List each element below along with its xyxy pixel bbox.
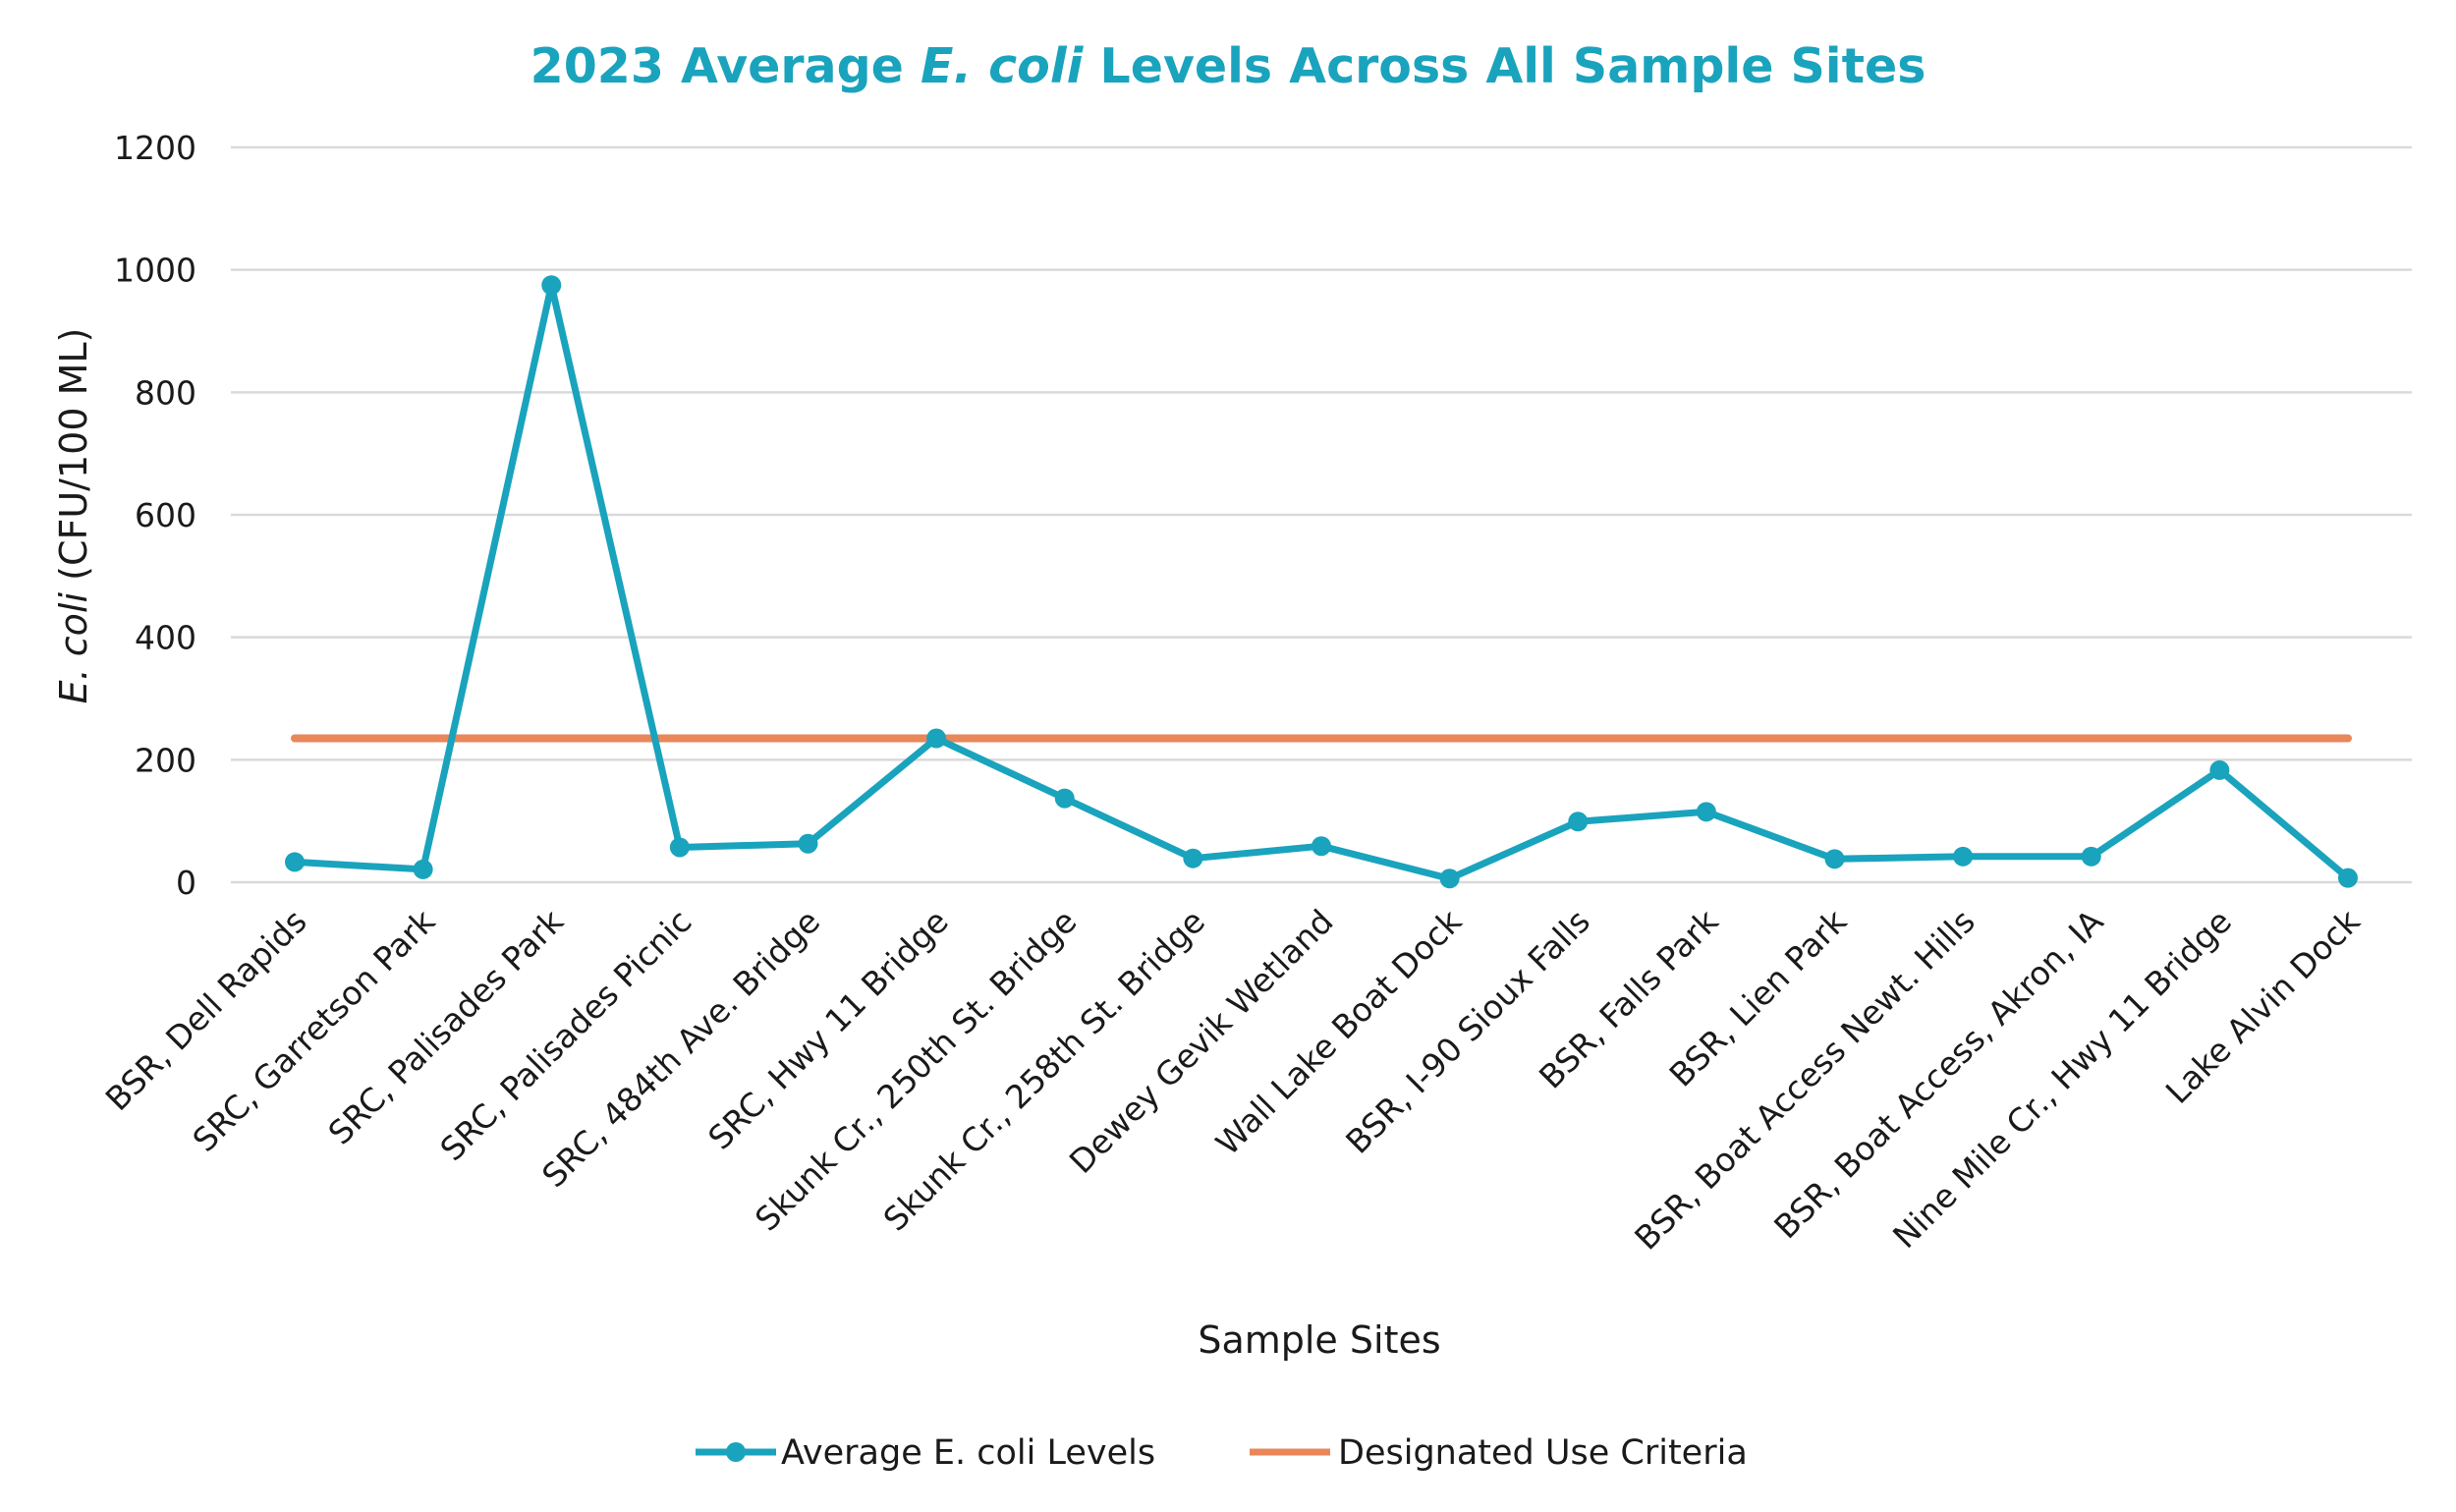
y-tick-label: 600	[135, 496, 196, 534]
data-point	[541, 275, 562, 296]
x-tick-label: BSR, I-90 Sioux Falls	[1338, 902, 1597, 1161]
data-point	[669, 837, 690, 858]
data-point	[285, 852, 305, 872]
data-point	[798, 833, 818, 854]
data-point	[413, 859, 433, 879]
chart-title: 2023 Average E. coli Levels Across All S…	[530, 38, 1926, 94]
y-tick-label: 1000	[114, 252, 196, 290]
data-point	[1054, 788, 1075, 809]
x-tick-label: SRC, Palisades Park	[320, 901, 571, 1151]
data-point	[2081, 846, 2101, 867]
y-tick-label: 800	[135, 373, 196, 412]
x-tick-label: Wall Lake Boat Dock	[1208, 901, 1470, 1162]
series	[285, 275, 2358, 889]
y-tick-label: 200	[135, 741, 196, 779]
data-point	[2209, 759, 2230, 780]
gridlines	[231, 145, 2412, 884]
y-axis-ticks: 0 200 400 600 800 1000 1200	[114, 129, 196, 902]
data-point	[1824, 849, 1845, 869]
x-tick-label: Dewey Gevik Wetland	[1062, 902, 1341, 1181]
data-point	[2338, 868, 2358, 888]
data-point	[1312, 836, 1331, 857]
series-line	[291, 281, 2352, 882]
legend-label: Designated Use Criteria	[1338, 1433, 1748, 1473]
data-point	[926, 728, 947, 749]
y-tick-label: 400	[135, 619, 196, 657]
data-point	[1568, 812, 1589, 832]
legend: Average E. coli Levels Designated Use Cri…	[696, 1433, 1748, 1473]
x-tick-label: SRC, Garretson Park	[185, 901, 442, 1158]
y-tick-label: 0	[176, 864, 196, 902]
y-tick-label: 1200	[114, 129, 196, 167]
data-point	[1439, 868, 1460, 889]
y-axis-title: E. coli (CFU/100 ML)	[52, 328, 95, 704]
x-axis-title: Sample Sites	[1198, 1318, 1440, 1362]
data-point	[1953, 846, 1974, 867]
data-point	[1183, 848, 1203, 868]
data-point	[1696, 802, 1716, 822]
x-tick-label: SRC, Hwy 11 Bridge	[700, 902, 956, 1157]
x-tick-label: SRC, Palisades Picnic	[433, 902, 699, 1168]
legend-label: Average E. coli Levels	[781, 1433, 1155, 1473]
legend-marker	[726, 1442, 746, 1462]
